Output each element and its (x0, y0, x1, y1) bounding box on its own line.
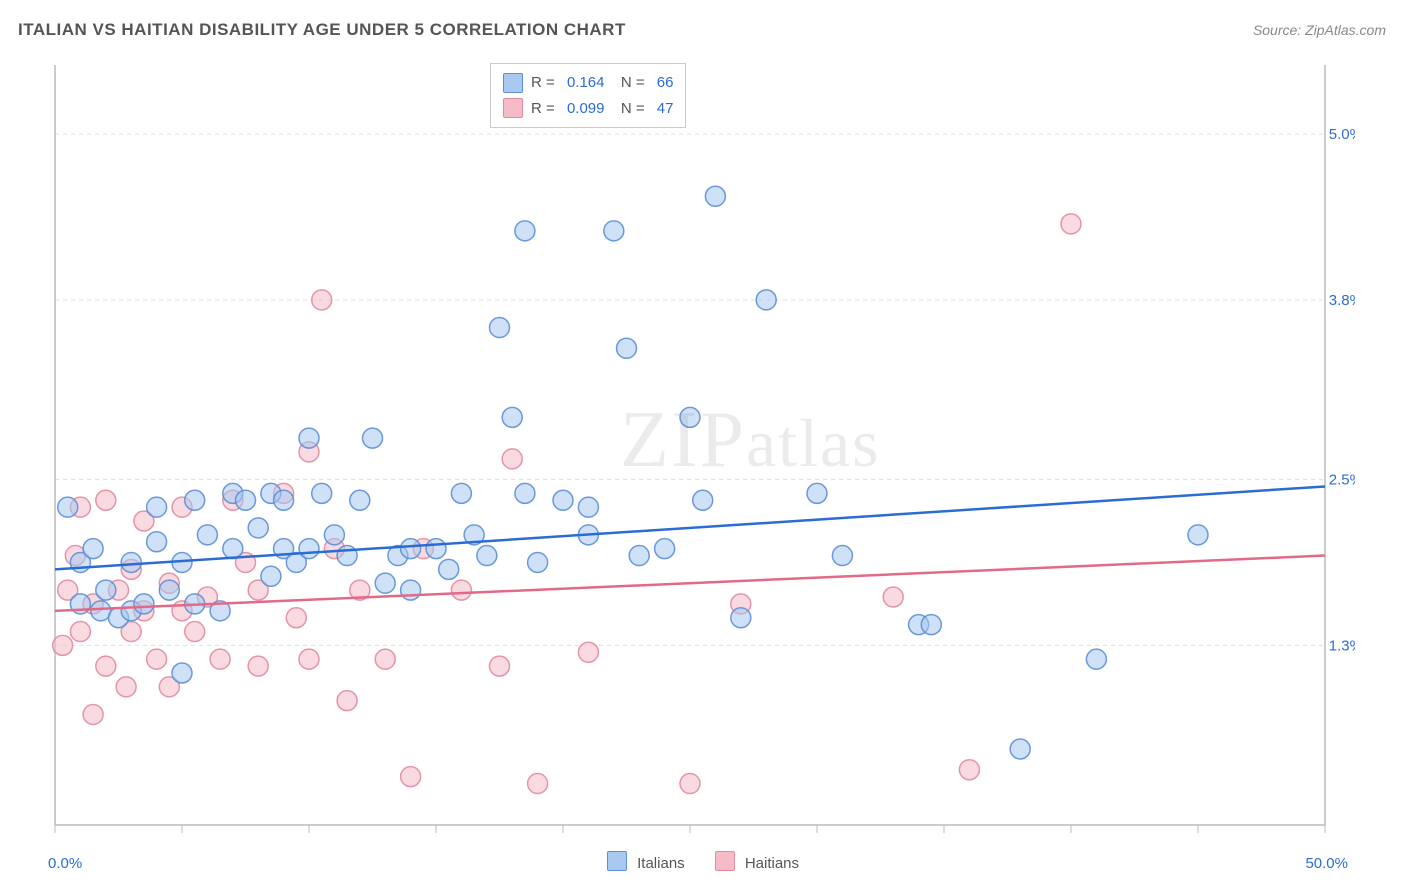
swatch-haitians (503, 98, 523, 118)
x-axis-min-label: 0.0% (48, 855, 82, 872)
swatch-haitians (715, 851, 735, 871)
svg-text:1.3%: 1.3% (1329, 637, 1355, 654)
correlation-row-italians: R = 0.164 N = 66 (503, 70, 673, 96)
series-legend: Italians Haitians (607, 851, 799, 872)
source-label: Source: ZipAtlas.com (1253, 22, 1386, 38)
x-axis-max-label: 50.0% (1305, 855, 1348, 872)
swatch-italians (503, 73, 523, 93)
svg-text:5.0%: 5.0% (1329, 126, 1355, 143)
swatch-italians (607, 851, 627, 871)
correlation-row-haitians: R = 0.099 N = 47 (503, 96, 673, 122)
svg-text:3.8%: 3.8% (1329, 292, 1355, 309)
legend-item-italians: Italians (607, 851, 685, 872)
scatter-chart: 1.3% 2.5% 3.8% 5.0% (45, 55, 1355, 845)
svg-text:2.5%: 2.5% (1329, 472, 1355, 489)
legend-label: Haitians (745, 855, 799, 872)
chart-title: ITALIAN VS HAITIAN DISABILITY AGE UNDER … (18, 20, 626, 40)
legend-item-haitians: Haitians (715, 851, 799, 872)
correlation-legend: R = 0.164 N = 66 R = 0.099 N = 47 (490, 63, 686, 128)
legend-label: Italians (637, 855, 685, 872)
